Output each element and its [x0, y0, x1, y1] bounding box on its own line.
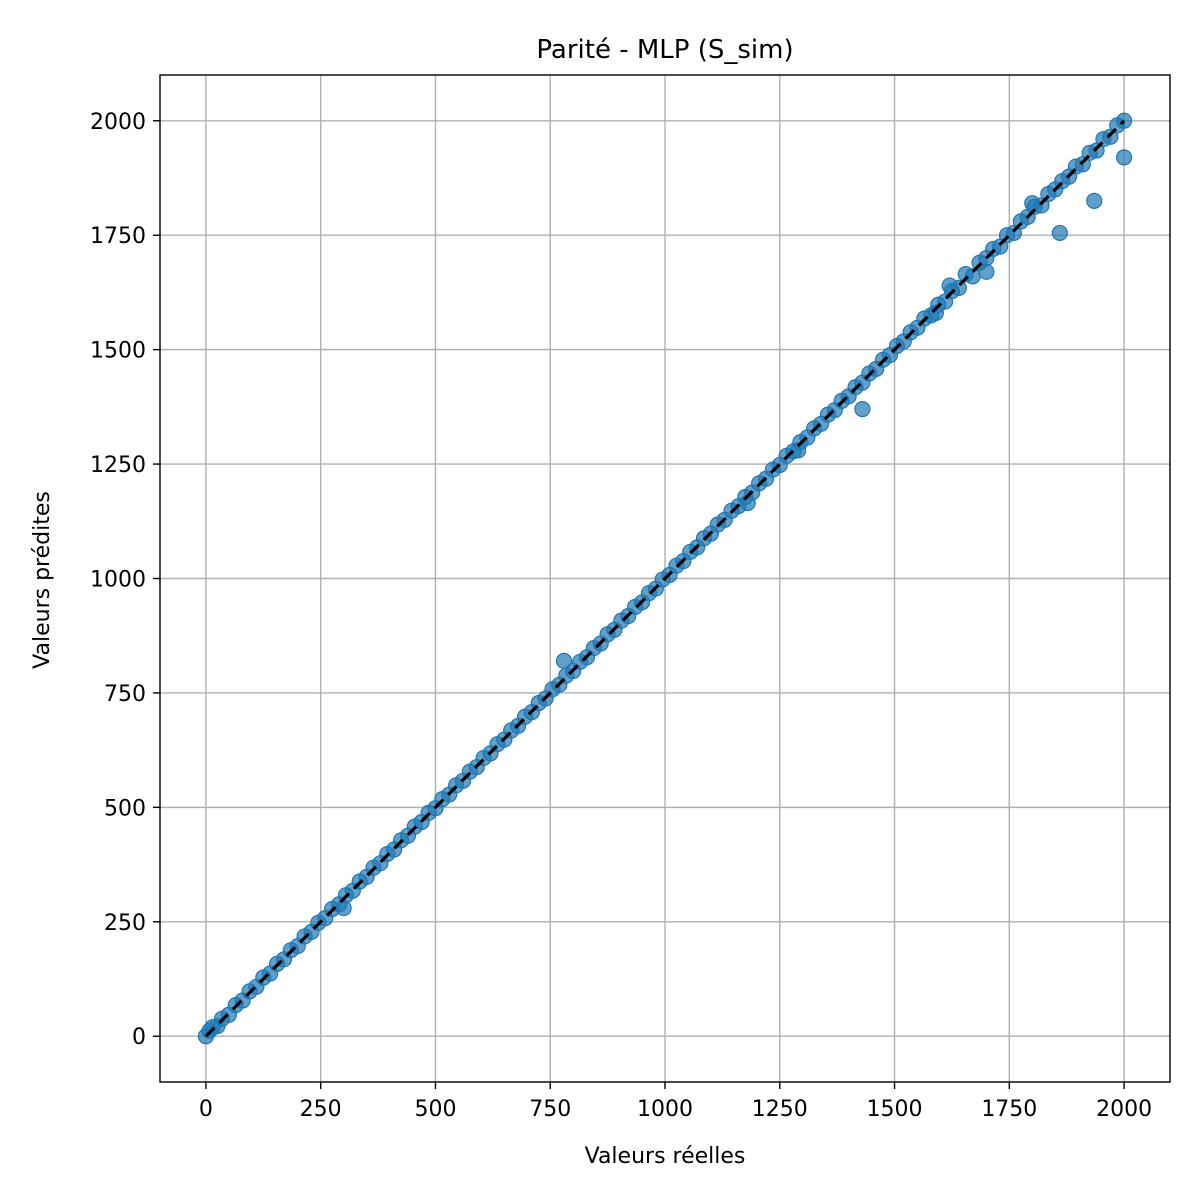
reference-line-layer	[204, 119, 1126, 1038]
x-tick-label: 1500	[867, 1097, 923, 1122]
y-tick-label: 1000	[90, 568, 146, 593]
reference-line	[204, 119, 1126, 1038]
x-tick-label: 750	[529, 1097, 571, 1122]
x-tick-label: 0	[199, 1097, 213, 1122]
data-point	[978, 263, 995, 280]
x-tick-label: 2000	[1096, 1097, 1152, 1122]
y-tick-label: 1500	[90, 339, 146, 364]
data-point	[1115, 149, 1133, 166]
data-point	[1024, 195, 1041, 212]
data-point	[790, 442, 807, 459]
y-axis-label: Valeurs prédites	[30, 491, 55, 669]
data-point	[1086, 192, 1103, 209]
x-tick-label: 1000	[637, 1097, 693, 1122]
data-point	[335, 899, 352, 917]
data-point	[555, 652, 573, 669]
x-tick-label: 1250	[752, 1097, 808, 1122]
data-point	[854, 401, 871, 418]
y-tick-label: 250	[104, 911, 146, 936]
y-tick-label: 1750	[90, 224, 146, 249]
data-point	[1051, 224, 1068, 242]
data-point	[927, 304, 944, 322]
y-ticks: 0 250 500 750 1000 1250 1500 1750 2000	[90, 110, 160, 1050]
y-tick-label: 750	[104, 682, 146, 707]
y-tick-label: 0	[132, 1025, 146, 1050]
chart-title: Parité - MLP (S_sim)	[536, 35, 793, 65]
x-ticks: 0 250 500 750 1000 1250 1500 1750 2000	[199, 1082, 1152, 1122]
x-tick-label: 500	[414, 1097, 456, 1122]
y-tick-label: 1250	[90, 453, 146, 478]
x-tick-label: 1750	[981, 1097, 1037, 1122]
y-tick-label: 2000	[90, 110, 146, 135]
y-tick-label: 500	[104, 796, 146, 821]
x-axis-label: Valeurs réelles	[585, 1144, 746, 1169]
x-tick-label: 250	[300, 1097, 342, 1122]
